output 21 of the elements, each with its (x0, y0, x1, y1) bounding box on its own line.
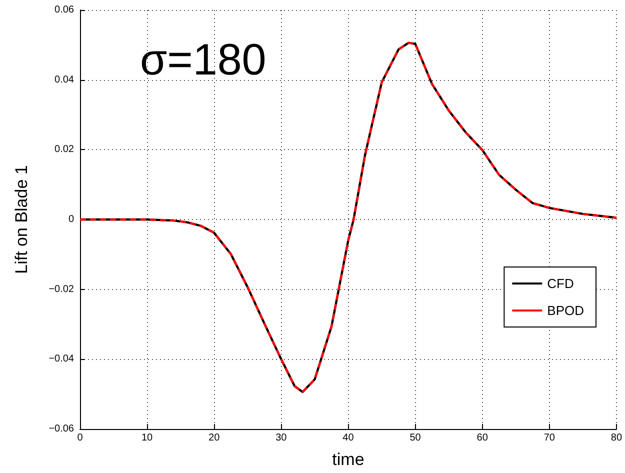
y-tick-label: 0.02 (54, 144, 74, 156)
y-tick-label: 0 (68, 214, 74, 225)
x-tick-label: 80 (610, 432, 622, 444)
y-tick-label: −0.02 (48, 284, 74, 295)
x-tick-label: 60 (476, 432, 488, 444)
x-tick-label: 20 (208, 432, 220, 444)
y-tick-label: 0.06 (54, 4, 74, 16)
y-tick-label: −0.06 (48, 424, 74, 434)
x-tick-label: 10 (141, 432, 154, 444)
x-tick-label: 0 (77, 432, 84, 444)
annotation: σ=180 (140, 36, 266, 84)
legend-label: BPOD (547, 303, 584, 318)
y-tick-label: −0.04 (48, 354, 74, 365)
x-tick-label: 30 (276, 432, 288, 444)
y-axis-title: Lift on Blade 1 (12, 165, 31, 274)
x-tick-label: 40 (342, 432, 354, 444)
legend-label: CFD (547, 276, 574, 291)
y-tick-label: 0.04 (54, 74, 74, 86)
x-tick-label: 50 (410, 432, 422, 444)
x-tick-label: 70 (544, 432, 556, 444)
x-axis-title: time (332, 450, 364, 469)
